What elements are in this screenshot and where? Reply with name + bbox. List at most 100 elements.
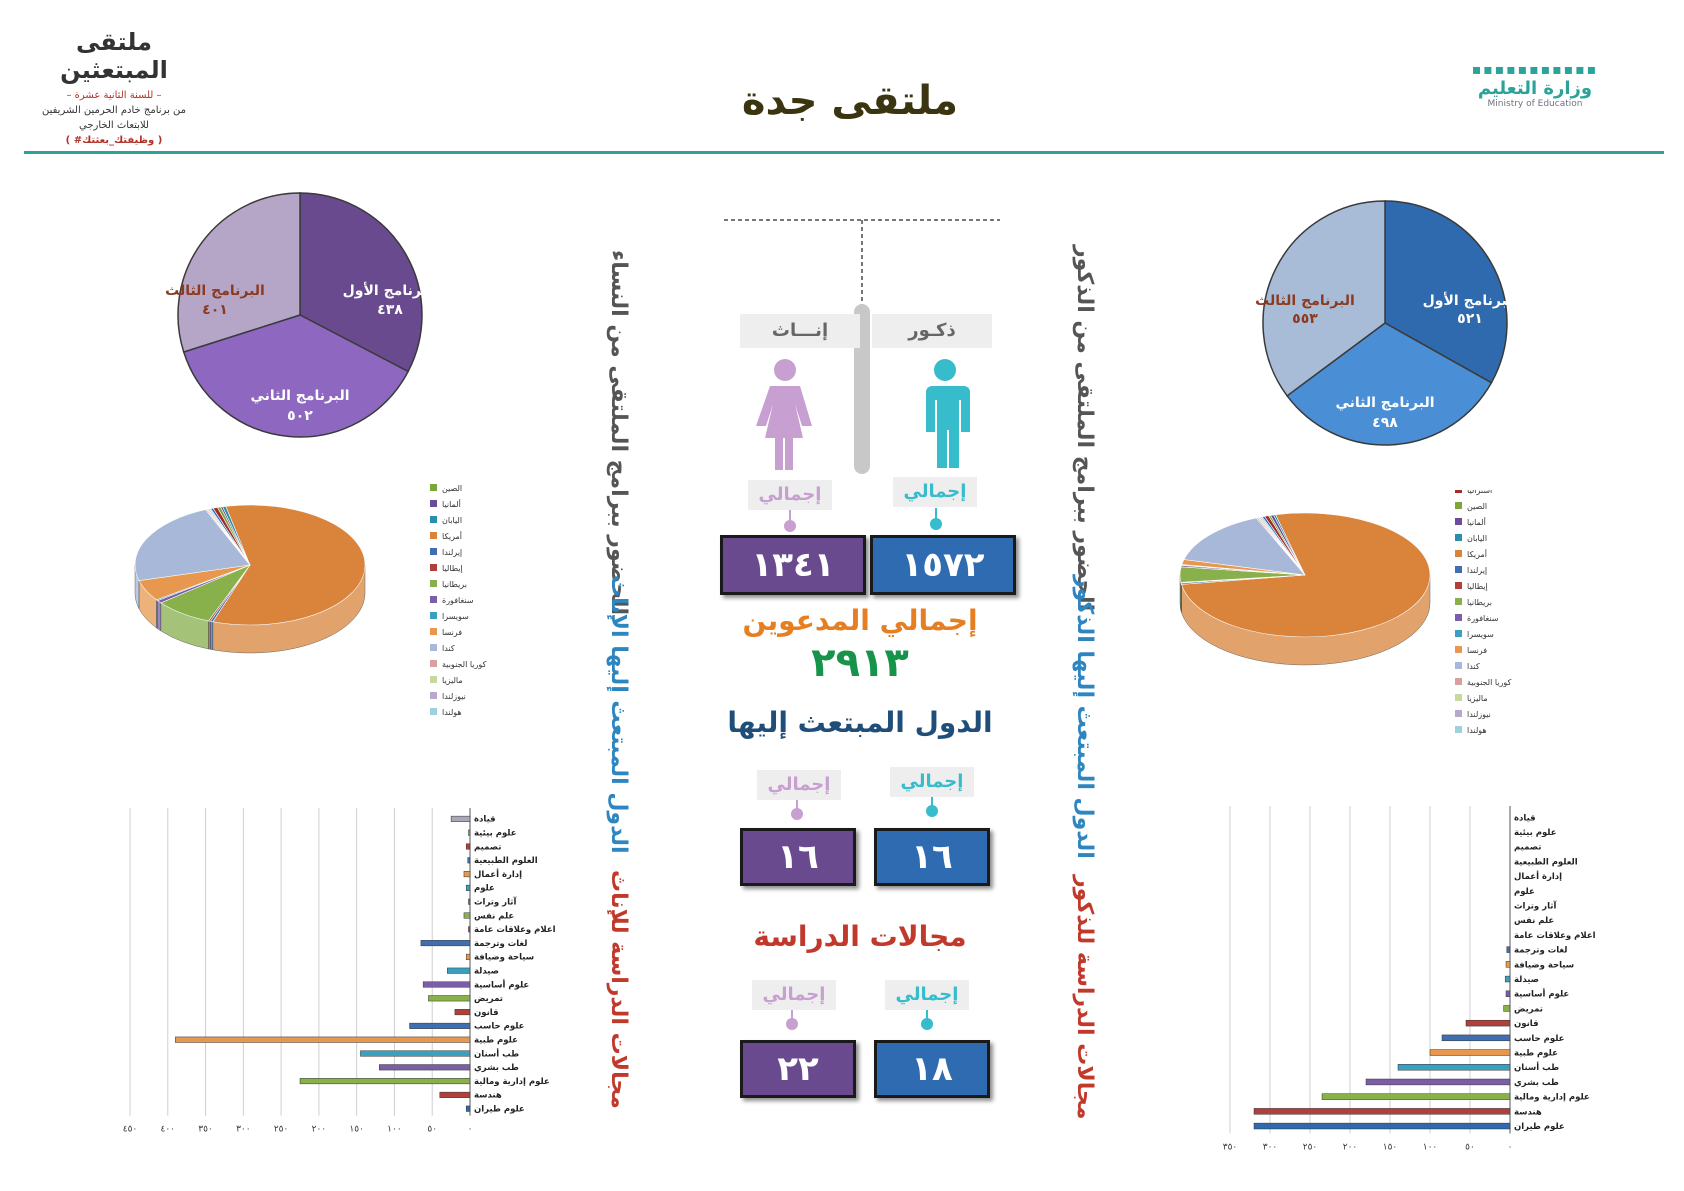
female-country-legend-swatch-13 bbox=[430, 660, 437, 667]
program-line-1: من برنامج خادم الحرمين الشريفين bbox=[41, 105, 187, 116]
male-field-category-4: طب أسنان bbox=[1514, 1061, 1559, 1073]
female-country-legend-swatch-4 bbox=[430, 516, 437, 523]
male-field-category-16: علوم bbox=[1514, 887, 1535, 897]
ministry-name-en: Ministry of Education bbox=[1487, 99, 1583, 109]
male-country-legend-label-6: إيرلندا bbox=[1467, 566, 1487, 576]
female-field-tick-5: ٢٥٠ bbox=[274, 1125, 289, 1135]
male-country-legend-swatch-2 bbox=[1455, 502, 1462, 509]
male-field-bar-5 bbox=[1429, 1049, 1511, 1056]
female-total-tag: إجمالي bbox=[748, 480, 832, 510]
mp-label-0: البرنامج الأول bbox=[1423, 292, 1518, 309]
label-men-fields: مجالات الدراسة للذكور bbox=[1072, 875, 1097, 1120]
male-country-legend-swatch-5 bbox=[1455, 550, 1462, 557]
female-country-legend-label-12: كندا bbox=[442, 644, 455, 653]
male-field-category-6: علوم حاسب bbox=[1514, 1034, 1564, 1044]
female-countries-tag: إجمالي bbox=[757, 770, 841, 800]
male-fields-chart: ٠ ٥٠ ١٠٠ ١٥٠ ٢٠٠ ٢٥٠ ٣٠٠ ٣٥٠ علوم طيران هندسة علوم… bbox=[1223, 806, 1596, 1152]
female-country-legend-label-2: الصين bbox=[442, 484, 462, 493]
female-country-legend-label-8: بريطانيا bbox=[442, 580, 467, 589]
male-field-category-18: العلوم الطبيعية bbox=[1514, 857, 1578, 867]
female-field-category-1: هندسة bbox=[474, 1091, 502, 1101]
female-country-legend-swatch-7 bbox=[430, 564, 437, 571]
female-country-legend-swatch-12 bbox=[430, 644, 437, 651]
female-country-side-6 bbox=[210, 621, 214, 651]
female-field-category-7: قانون bbox=[474, 1008, 499, 1018]
female-country-slice-12 bbox=[134, 509, 251, 581]
male-field-category-9: علوم أساسية bbox=[1514, 988, 1569, 1000]
female-field-tick-8: ٤٠٠ bbox=[161, 1125, 176, 1135]
male-figure-icon bbox=[926, 359, 970, 468]
female-field-bar-16 bbox=[465, 884, 471, 891]
female-country-legend-label-16: هولندا bbox=[442, 708, 462, 717]
male-country-legend-swatch-15 bbox=[1455, 710, 1462, 717]
fp-value-2: ٤٠١ bbox=[202, 302, 228, 318]
male-field-bar-2 bbox=[1321, 1093, 1511, 1100]
male-fields-box: ١٨ bbox=[874, 1040, 990, 1098]
ministry-dots-icon: ▪▪▪▪▪▪▪▪▪▪▪ bbox=[1471, 62, 1599, 78]
female-field-tick-9: ٤٥٠ bbox=[123, 1125, 138, 1135]
female-total-box: ١٣٤١ bbox=[720, 535, 866, 595]
male-program-slice-0 bbox=[1384, 200, 1508, 384]
female-field-bar-8 bbox=[428, 995, 471, 1002]
male-field-category-20: علوم بيئية bbox=[1514, 828, 1557, 838]
male-country-legend-swatch-16 bbox=[1455, 726, 1462, 733]
male-field-bar-1 bbox=[1253, 1108, 1511, 1115]
male-field-category-12: لغات وترجمة bbox=[1514, 946, 1567, 956]
female-country-legend-label-3: ألمانيا bbox=[442, 499, 461, 509]
female-country-legend-swatch-6 bbox=[430, 548, 437, 555]
female-field-category-3: طب بشري bbox=[474, 1063, 519, 1073]
female-field-category-2: علوم إدارية ومالية bbox=[474, 1077, 550, 1087]
countries-heading: الدول المبتعث إليها bbox=[727, 706, 993, 739]
male-field-bar-4 bbox=[1397, 1064, 1511, 1071]
fp-label-2: البرنامج الثالث bbox=[165, 283, 265, 299]
female-figure-icon bbox=[756, 359, 812, 470]
female-field-bar-7 bbox=[454, 1009, 471, 1016]
male-field-tick-5: ٢٥٠ bbox=[1303, 1142, 1318, 1152]
female-field-category-0: علوم طيران bbox=[474, 1104, 525, 1114]
female-program-slice-2 bbox=[177, 192, 301, 353]
female-field-bar-11 bbox=[465, 953, 471, 960]
male-field-category-0: علوم طيران bbox=[1514, 1122, 1565, 1132]
female-field-bar-12 bbox=[420, 940, 471, 947]
male-country-legend-swatch-11 bbox=[1455, 646, 1462, 653]
female-field-bar-1 bbox=[439, 1091, 471, 1098]
female-field-category-19: تصميم bbox=[474, 842, 501, 852]
male-field-category-10: صيدلة bbox=[1514, 975, 1539, 985]
male-field-tick-6: ٣٠٠ bbox=[1263, 1142, 1278, 1152]
fp-label-0: البرنامج الأول bbox=[343, 282, 438, 299]
male-countries-pin-icon bbox=[926, 797, 938, 817]
male-field-bar-9 bbox=[1505, 990, 1511, 997]
female-country-legend-swatch-3 bbox=[430, 500, 437, 507]
mp-value-0: ٥٢١ bbox=[1457, 311, 1483, 327]
female-field-category-10: صيدلة bbox=[474, 966, 499, 976]
female-country-legend-label-10: سويسرا bbox=[442, 612, 469, 621]
male-country-legend-label-12: كندا bbox=[1467, 662, 1480, 671]
female-country-legend-swatch-2 bbox=[430, 484, 437, 491]
male-countries-chart: إسبانيااسترالياالصينألمانيااليابانأمريكا… bbox=[1179, 490, 1512, 735]
female-countries-chart: اسبانيااسترالياالصينألمانيااليابانأمريكا… bbox=[134, 484, 487, 717]
female-field-category-11: سياحة وضيافة bbox=[474, 953, 534, 963]
female-field-category-9: علوم أساسية bbox=[474, 978, 529, 990]
male-country-legend-swatch-14 bbox=[1455, 694, 1462, 701]
female-fields-pin-icon bbox=[786, 1010, 798, 1030]
male-field-bar-0 bbox=[1253, 1122, 1511, 1130]
male-field-category-21: قيادة bbox=[1514, 813, 1536, 823]
female-field-category-17: إدارة أعمال bbox=[474, 868, 522, 880]
male-field-tick-7: ٣٥٠ bbox=[1223, 1142, 1238, 1152]
male-country-legend-label-2: الصين bbox=[1467, 502, 1487, 511]
male-country-legend-label-13: كوريا الجنوبية bbox=[1467, 678, 1512, 687]
female-field-bar-18 bbox=[467, 857, 471, 864]
mp-label-1: البرنامج الثاني bbox=[1335, 395, 1434, 411]
male-country-legend-label-4: اليابان bbox=[1467, 534, 1487, 543]
page-title: ملتقى جدة bbox=[741, 78, 959, 124]
female-field-bar-0 bbox=[465, 1105, 471, 1112]
male-field-tick-2: ١٠٠ bbox=[1423, 1142, 1438, 1152]
male-field-category-3: طب بشري bbox=[1514, 1078, 1559, 1088]
ministry-logo: ▪▪▪▪▪▪▪▪▪▪▪ وزارة التعليم Ministry of Ed… bbox=[1450, 62, 1620, 109]
male-country-legend-swatch-1 bbox=[1455, 490, 1462, 493]
female-field-category-12: لغات وترجمة bbox=[474, 939, 527, 949]
male-country-legend-label-11: فرنسا bbox=[1467, 646, 1487, 655]
female-fields-box: ٢٢ bbox=[740, 1040, 856, 1098]
male-country-legend-swatch-13 bbox=[1455, 678, 1462, 685]
label-women-countries: الدول المبتعث إليها الإناث bbox=[606, 575, 631, 854]
